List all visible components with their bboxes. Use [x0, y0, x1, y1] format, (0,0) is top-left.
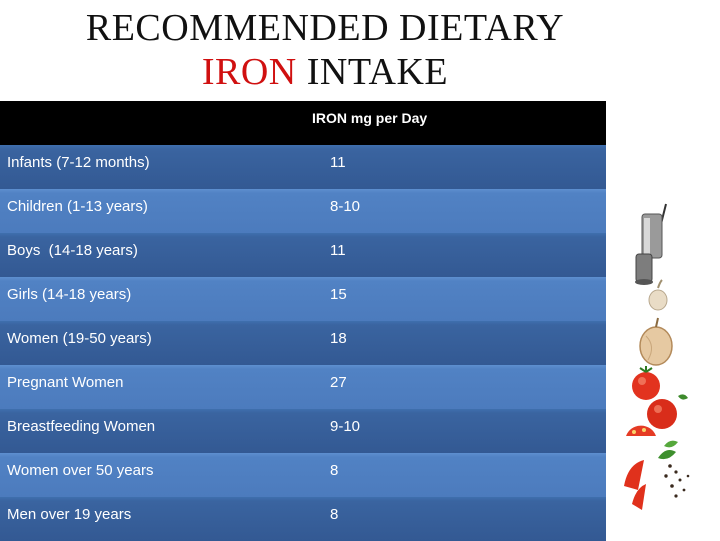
table-row: Breastfeeding Women 9-10 — [0, 409, 606, 453]
pepper-mill-icon — [635, 203, 667, 285]
table-row: Women (19-50 years) 18 — [0, 321, 606, 365]
peppercorns-icon — [664, 464, 690, 498]
row-value: 15 — [330, 286, 347, 303]
column-header-iron: IRON mg per Day — [312, 110, 428, 126]
table-row: Children (1-13 years) 8-10 — [0, 189, 606, 233]
vegetables-illustration — [624, 203, 690, 510]
row-label: Women over 50 years — [7, 462, 154, 479]
table-row: Infants (7-12 months) 11 — [0, 145, 606, 189]
onion-icon — [639, 317, 673, 366]
row-value: 18 — [330, 330, 347, 347]
table-row: Girls (14-18 years) 15 — [0, 277, 606, 321]
garlic-icon — [648, 279, 668, 311]
iron-intake-table: IRON mg per Day Infants (7-12 months) 11… — [0, 101, 606, 541]
table-row: Women over 50 years 8 — [0, 453, 606, 497]
row-label: Pregnant Women — [7, 374, 124, 391]
table-row: Boys (14-18 years) 11 — [0, 233, 606, 277]
row-label: Infants (7-12 months) — [7, 154, 150, 171]
page-title: RECOMMENDED DIETARY IRON INTAKE — [0, 6, 650, 94]
row-label: Boys (14-18 years) — [7, 242, 138, 259]
row-label: Men over 19 years — [7, 506, 132, 523]
table-row: Pregnant Women 27 — [0, 365, 606, 409]
tomato-slice-icon — [624, 425, 656, 510]
title-line-1: RECOMMENDED DIETARY — [85, 7, 565, 49]
table-header: IRON mg per Day — [0, 101, 606, 145]
herb-icon — [658, 440, 678, 460]
title-intake: INTAKE — [296, 51, 449, 93]
title-highlight-iron: IRON — [201, 51, 297, 93]
row-label: Breastfeeding Women — [7, 418, 156, 435]
row-value: 11 — [330, 154, 346, 171]
table-row: Men over 19 years 8 — [0, 497, 606, 541]
row-value: 8 — [330, 506, 339, 523]
row-value: 8-10 — [330, 198, 361, 215]
row-value: 9-10 — [330, 418, 361, 435]
row-label: Children (1-13 years) — [7, 198, 148, 215]
row-label: Women (19-50 years) — [7, 330, 152, 347]
row-value: 11 — [330, 242, 346, 259]
row-label: Girls (14-18 years) — [7, 286, 132, 303]
tomato-icon — [632, 366, 688, 429]
title-line-2: IRON INTAKE — [0, 50, 650, 94]
row-value: 27 — [330, 374, 347, 391]
row-value: 8 — [330, 462, 339, 479]
